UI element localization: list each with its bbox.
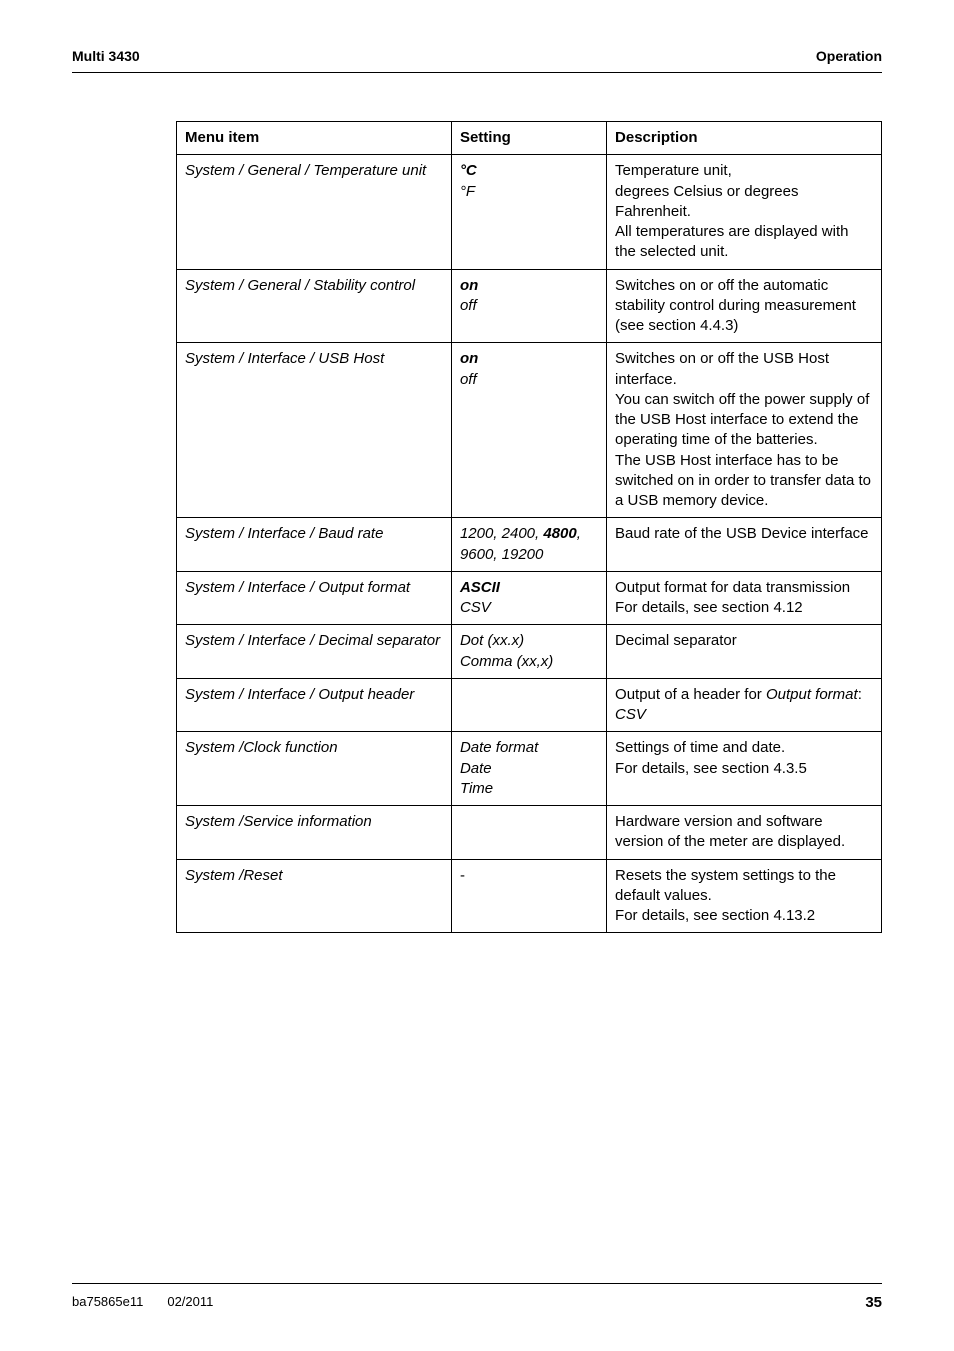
table-row: System / Interface / USB HostonoffSwitch…: [177, 343, 882, 518]
settings-table: Menu item Setting Description System / G…: [176, 121, 882, 933]
cell-description: Decimal separator: [607, 625, 882, 679]
cell-setting: [451, 806, 606, 860]
table-row: System /Clock functionDate formatDateTim…: [177, 732, 882, 806]
header-left: Multi 3430: [72, 48, 140, 64]
header-right: Operation: [816, 48, 882, 64]
cell-description: Hardware version and software version of…: [607, 806, 882, 860]
cell-description: Output of a header for Output format: CS…: [607, 678, 882, 732]
cell-description: Switches on or off the USB Host interfac…: [607, 343, 882, 518]
cell-description: Output format for data transmissionFor d…: [607, 571, 882, 625]
cell-setting: onoff: [451, 269, 606, 343]
header-menu: Menu item: [177, 122, 452, 155]
cell-menu-item: System /Service information: [177, 806, 452, 860]
table-row: System / General / Stability controlonof…: [177, 269, 882, 343]
cell-setting: onoff: [451, 343, 606, 518]
footer-doc-id: ba75865e11: [72, 1294, 143, 1311]
table-row: System / Interface / Baud rate1200, 2400…: [177, 518, 882, 572]
cell-description: Switches on or off the automatic stabili…: [607, 269, 882, 343]
header-description: Description: [607, 122, 882, 155]
cell-menu-item: System / Interface / Decimal separator: [177, 625, 452, 679]
page-footer: ba75865e11 02/2011 35: [72, 1283, 882, 1311]
table-row: System / Interface / Decimal separatorDo…: [177, 625, 882, 679]
table-row: System / General / Temperature unit°C°FT…: [177, 155, 882, 269]
footer-date: 02/2011: [167, 1294, 213, 1311]
content-area: Menu item Setting Description System / G…: [176, 121, 882, 933]
table-header-row: Menu item Setting Description: [177, 122, 882, 155]
cell-menu-item: System /Clock function: [177, 732, 452, 806]
cell-menu-item: System /Reset: [177, 859, 452, 933]
cell-description: Temperature unit,degrees Celsius or degr…: [607, 155, 882, 269]
cell-menu-item: System / General / Temperature unit: [177, 155, 452, 269]
cell-menu-item: System / Interface / Output header: [177, 678, 452, 732]
cell-description: Resets the system settings to the defaul…: [607, 859, 882, 933]
cell-menu-item: System / Interface / Baud rate: [177, 518, 452, 572]
cell-description: Baud rate of the USB Device interface: [607, 518, 882, 572]
table-row: System / Interface / Output header Output…: [177, 678, 882, 732]
table-row: System /Service information Hardware vers…: [177, 806, 882, 860]
table-row: System /Reset-Resets the system settings…: [177, 859, 882, 933]
footer-page-number: 35: [865, 1294, 882, 1311]
cell-setting: -: [451, 859, 606, 933]
header-setting: Setting: [451, 122, 606, 155]
cell-setting: [451, 678, 606, 732]
cell-menu-item: System / Interface / USB Host: [177, 343, 452, 518]
cell-setting: °C°F: [451, 155, 606, 269]
cell-menu-item: System / General / Stability control: [177, 269, 452, 343]
table-row: System / Interface / Output formatASCIIC…: [177, 571, 882, 625]
cell-setting: ASCIICSV: [451, 571, 606, 625]
cell-description: Settings of time and date.For details, s…: [607, 732, 882, 806]
cell-setting: 1200, 2400, 4800, 9600, 19200: [451, 518, 606, 572]
cell-setting: Date formatDateTime: [451, 732, 606, 806]
cell-menu-item: System / Interface / Output format: [177, 571, 452, 625]
cell-setting: Dot (xx.x)Comma (xx,x): [451, 625, 606, 679]
